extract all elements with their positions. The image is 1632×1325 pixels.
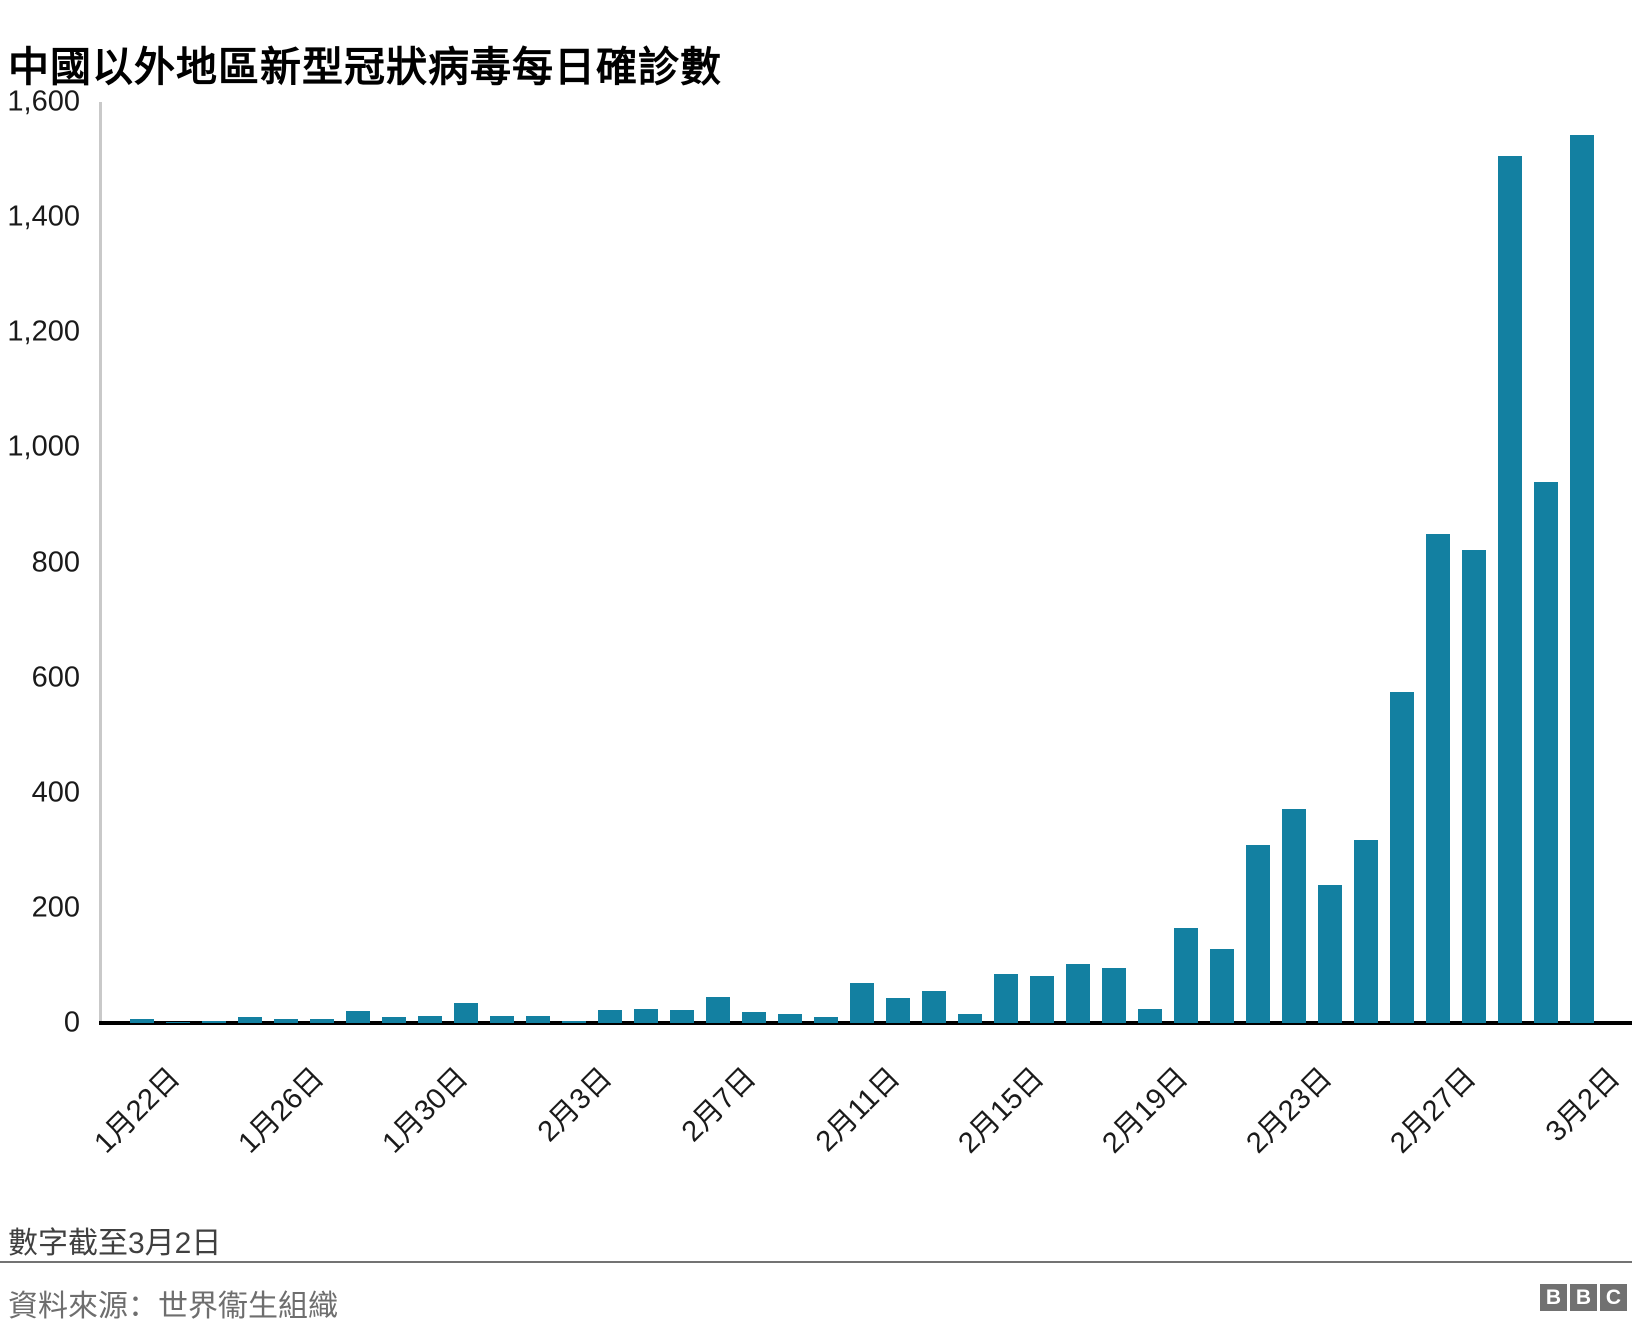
- bar-2月16日: [1030, 976, 1054, 1023]
- bar-2月26日: [1390, 692, 1414, 1023]
- x-tick-label: 2月11日: [809, 1061, 907, 1158]
- bar-2月10日: [814, 1017, 838, 1023]
- x-tick-label: 2月27日: [1384, 1061, 1483, 1160]
- y-tick-label: 0: [63, 1006, 80, 1039]
- y-tick-label: 1,600: [7, 85, 80, 118]
- bar-1月27日: [310, 1018, 334, 1023]
- bar-3月2日: [1570, 135, 1594, 1023]
- bar-2月21日: [1210, 949, 1234, 1023]
- bar-1月23日: [166, 1022, 190, 1023]
- footer-divider: [0, 1261, 1632, 1263]
- bar-2月8日: [742, 1012, 766, 1023]
- bar-2月23日: [1282, 808, 1306, 1023]
- x-tick-label: 2月23日: [1240, 1061, 1339, 1160]
- bar-2月11日: [850, 982, 874, 1023]
- y-tick-label: 1,200: [7, 315, 80, 348]
- bar-1月31日: [454, 1002, 478, 1023]
- bar-2月2日: [526, 1015, 550, 1023]
- bar-1月25日: [238, 1017, 262, 1023]
- bar-2月18日: [1102, 968, 1126, 1023]
- bbc-logo-letter: B: [1570, 1284, 1597, 1311]
- chart-title: 中國以外地區新型冠狀病毒每日確診數: [8, 44, 722, 91]
- source-attribution: 資料來源：世界衞生組織: [8, 1290, 338, 1323]
- bar-2月1日: [490, 1015, 514, 1023]
- bar-2月14日: [958, 1013, 982, 1023]
- x-tick-label: 1月26日: [232, 1061, 331, 1160]
- x-tick-label: 1月22日: [88, 1061, 187, 1160]
- x-axis-baseline: [99, 1021, 1632, 1025]
- bar-2月19日: [1138, 1008, 1162, 1023]
- bar-2月15日: [994, 974, 1018, 1023]
- bar-2月25日: [1354, 839, 1378, 1023]
- bar-3月1日: [1534, 481, 1558, 1023]
- y-axis-line: [99, 102, 102, 1023]
- bar-2月9日: [778, 1014, 802, 1023]
- bar-2月20日: [1174, 928, 1198, 1023]
- bar-2月3日: [562, 1021, 586, 1023]
- y-tick-label: 1,400: [7, 200, 80, 233]
- bar-2月27日: [1426, 533, 1450, 1023]
- bar-2月24日: [1318, 884, 1342, 1023]
- bar-2月12日: [886, 997, 910, 1023]
- bar-2月22日: [1246, 844, 1270, 1023]
- y-tick-label: 400: [31, 776, 80, 809]
- y-tick-label: 200: [31, 891, 80, 924]
- bbc-logo-letter: B: [1540, 1284, 1567, 1311]
- x-tick-label: 2月19日: [1096, 1061, 1195, 1160]
- bar-1月26日: [274, 1018, 298, 1023]
- x-tick-label: 1月30日: [376, 1061, 475, 1160]
- bar-2月5日: [634, 1009, 658, 1023]
- y-tick-label: 1,000: [7, 430, 80, 463]
- bar-1月22日: [130, 1018, 154, 1023]
- bar-2月4日: [598, 1009, 622, 1023]
- footer-note: 數字截至3月2日: [8, 1227, 222, 1260]
- bar-1月24日: [202, 1021, 226, 1023]
- y-tick-label: 600: [31, 661, 80, 694]
- bar-2月28日: [1462, 549, 1486, 1023]
- x-tick-label: 3月2日: [1539, 1061, 1627, 1149]
- bar-2月7日: [706, 996, 730, 1023]
- x-tick-label: 2月7日: [675, 1061, 763, 1149]
- bar-2月17日: [1066, 964, 1090, 1023]
- bbc-logo-letter: C: [1600, 1284, 1627, 1311]
- bar-1月28日: [346, 1011, 370, 1023]
- bar-1月30日: [418, 1016, 442, 1023]
- bar-1月29日: [382, 1017, 406, 1023]
- bar-2月29日: [1498, 156, 1522, 1023]
- x-tick-label: 2月3日: [531, 1061, 619, 1149]
- bar-2月13日: [922, 990, 946, 1023]
- y-tick-label: 800: [31, 546, 80, 578]
- bar-2月6日: [670, 1010, 694, 1023]
- x-tick-label: 2月15日: [952, 1061, 1051, 1160]
